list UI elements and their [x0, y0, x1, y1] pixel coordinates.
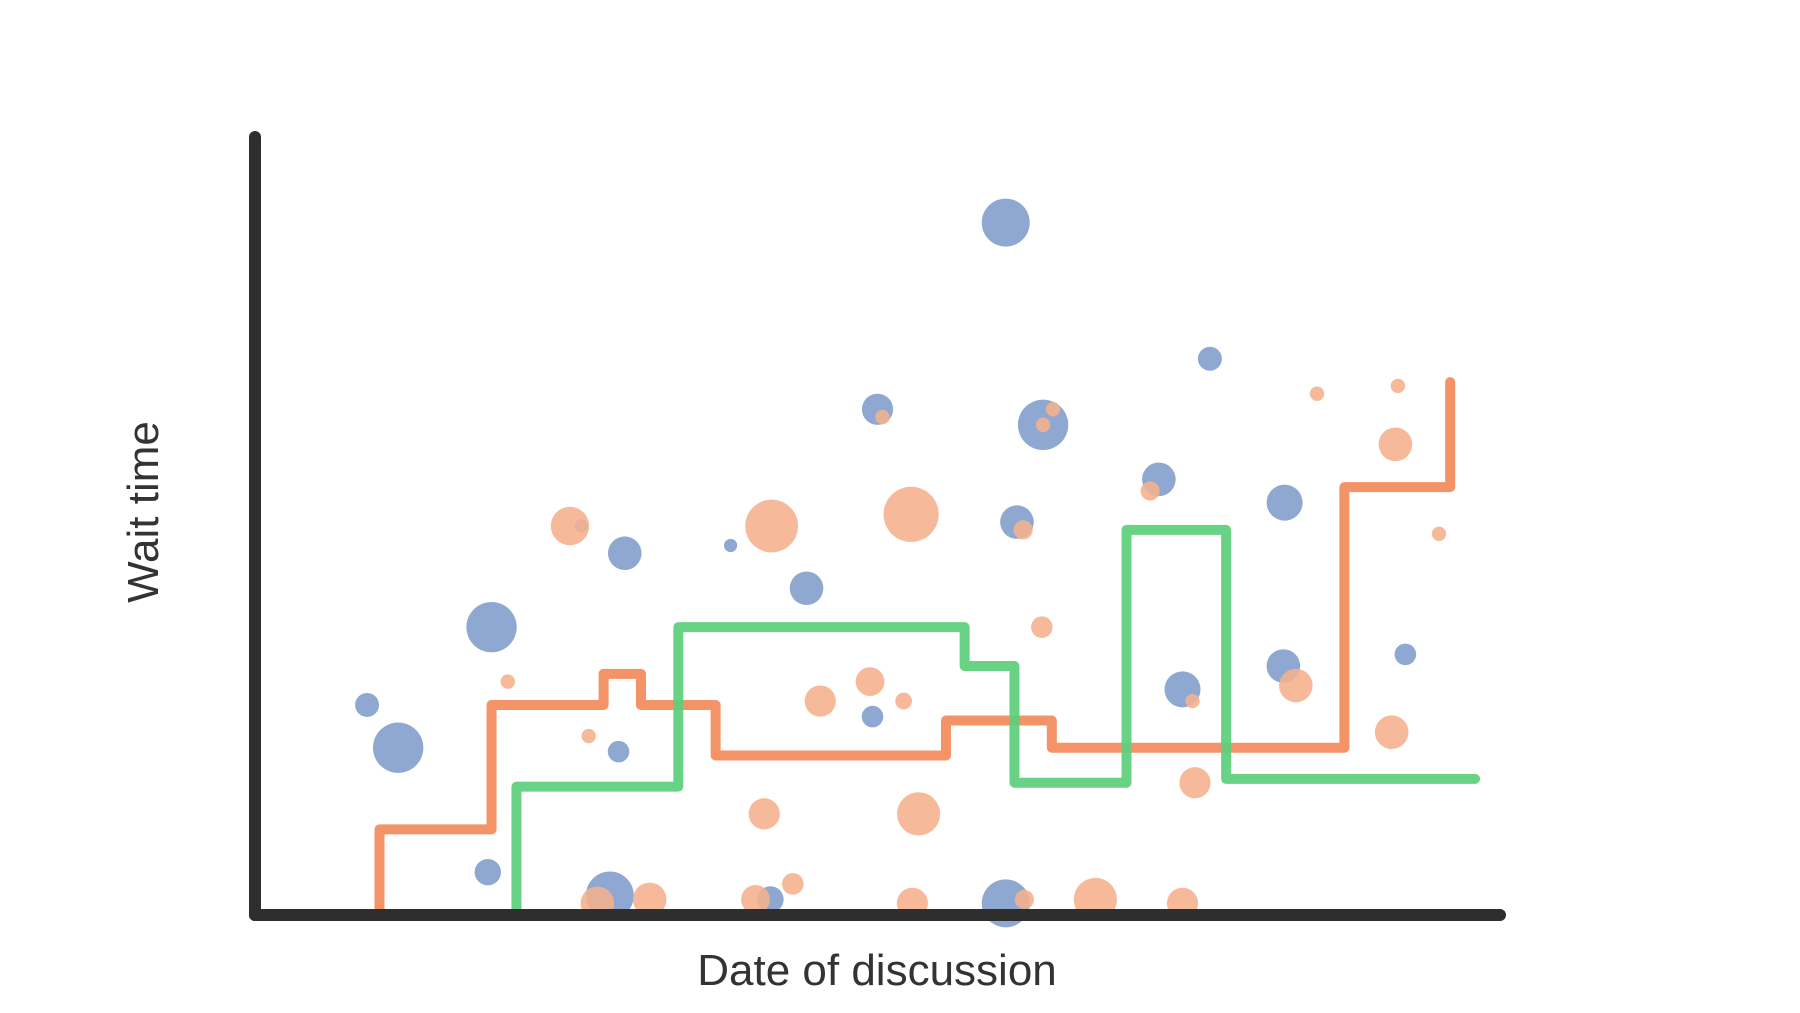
peach-point-1	[500, 674, 515, 689]
peach-point-0	[550, 506, 590, 546]
blue-point-2	[466, 601, 517, 653]
blue-point-0	[355, 692, 380, 717]
peach-point-23	[1179, 767, 1211, 799]
peach-point-15	[875, 409, 890, 425]
peach-point-11	[741, 885, 770, 914]
peach-point-7	[855, 667, 885, 696]
peach-point-18	[1013, 520, 1033, 540]
orange-step-line	[374, 377, 1456, 920]
peach-point-31	[1431, 526, 1447, 541]
peach-point-4	[632, 882, 667, 917]
blue-point-19	[1197, 346, 1222, 371]
peach-point-30	[1374, 715, 1409, 749]
blue-point-9	[789, 571, 824, 606]
blue-point-3	[474, 859, 502, 886]
peach-point-28	[1390, 378, 1406, 394]
peach-point-26	[1309, 386, 1325, 401]
step-lines	[374, 377, 1481, 920]
peach-point-9	[748, 798, 780, 830]
y-axis-label: Wait time	[119, 421, 168, 603]
peach-point-20	[1014, 889, 1035, 910]
blue-point-1	[372, 722, 424, 773]
blue-point-10	[861, 705, 884, 728]
peach-point-19	[1031, 616, 1053, 638]
peach-point-5	[745, 499, 799, 553]
peach-point-29	[1279, 668, 1313, 703]
peach-point-17	[1045, 402, 1061, 417]
blue-point-6	[607, 740, 630, 763]
peach-point-13	[896, 792, 941, 836]
peach-point-10	[782, 873, 804, 895]
peach-point-12	[883, 486, 939, 542]
blue-point-20	[1266, 484, 1303, 521]
peach-point-16	[1035, 417, 1051, 433]
peach-point-8	[895, 692, 913, 710]
x-axis-label: Date of discussion	[697, 946, 1057, 995]
blue-point-5	[607, 536, 642, 571]
peach-point-6	[804, 685, 836, 717]
peach-point-27	[1378, 427, 1413, 462]
peach-point-2	[581, 728, 596, 744]
peach-point-22	[1140, 481, 1160, 501]
peach-point-25	[1185, 693, 1200, 709]
green-step-line	[511, 524, 1481, 920]
blue-point-13	[981, 198, 1030, 247]
blue-point-22	[1394, 643, 1417, 666]
blue-point-8	[723, 538, 738, 553]
